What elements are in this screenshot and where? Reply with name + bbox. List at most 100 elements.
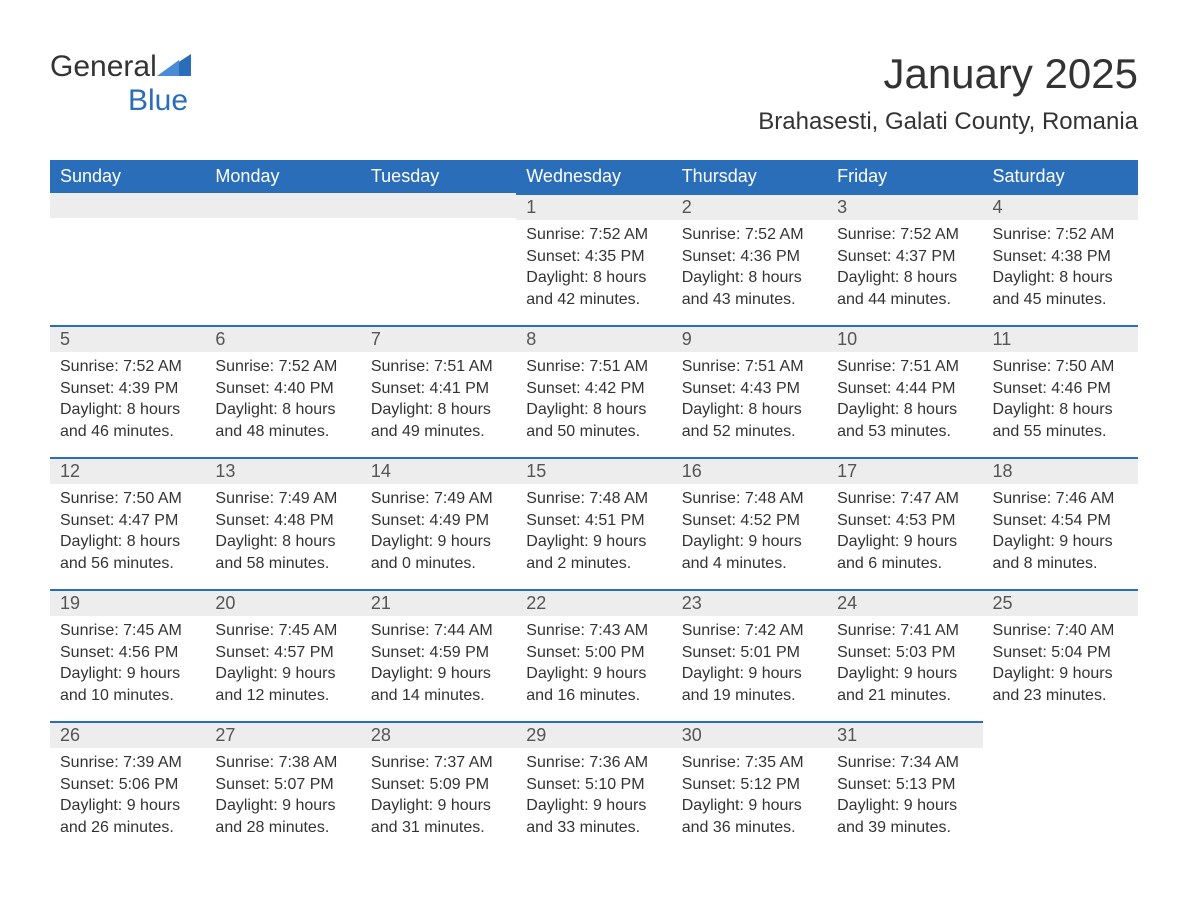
sunset-text: Sunset: 4:36 PM	[682, 246, 817, 268]
daylight-text-2: and 55 minutes.	[993, 421, 1128, 443]
sunrise-text: Sunrise: 7:50 AM	[993, 356, 1128, 378]
daylight-text-2: and 33 minutes.	[526, 817, 661, 839]
day-number: 17	[827, 457, 982, 484]
sunset-text: Sunset: 4:59 PM	[371, 642, 506, 664]
calendar-day-cell	[361, 193, 516, 325]
calendar-day-cell: 1Sunrise: 7:52 AMSunset: 4:35 PMDaylight…	[516, 193, 671, 325]
daylight-text-1: Daylight: 9 hours	[215, 663, 350, 685]
sunrise-text: Sunrise: 7:45 AM	[215, 620, 350, 642]
sunset-text: Sunset: 5:03 PM	[837, 642, 972, 664]
calendar-day-cell: 2Sunrise: 7:52 AMSunset: 4:36 PMDaylight…	[672, 193, 827, 325]
sunrise-text: Sunrise: 7:52 AM	[60, 356, 195, 378]
day-number: 27	[205, 721, 360, 748]
calendar-day-cell: 8Sunrise: 7:51 AMSunset: 4:42 PMDaylight…	[516, 325, 671, 457]
sunrise-text: Sunrise: 7:42 AM	[682, 620, 817, 642]
daylight-text-2: and 4 minutes.	[682, 553, 817, 575]
logo-text-general: General	[50, 50, 157, 83]
day-body: Sunrise: 7:48 AMSunset: 4:52 PMDaylight:…	[672, 484, 827, 582]
day-body: Sunrise: 7:52 AMSunset: 4:35 PMDaylight:…	[516, 220, 671, 318]
daylight-text-1: Daylight: 9 hours	[371, 663, 506, 685]
calendar-day-cell: 10Sunrise: 7:51 AMSunset: 4:44 PMDayligh…	[827, 325, 982, 457]
calendar-week-row: 1Sunrise: 7:52 AMSunset: 4:35 PMDaylight…	[50, 193, 1138, 325]
daylight-text-2: and 46 minutes.	[60, 421, 195, 443]
daylight-text-2: and 36 minutes.	[682, 817, 817, 839]
weekday-header-row: SundayMondayTuesdayWednesdayThursdayFrid…	[50, 160, 1138, 193]
day-number: 14	[361, 457, 516, 484]
daylight-text-1: Daylight: 8 hours	[993, 399, 1128, 421]
sunrise-text: Sunrise: 7:52 AM	[837, 224, 972, 246]
sunrise-text: Sunrise: 7:35 AM	[682, 752, 817, 774]
sunrise-text: Sunrise: 7:48 AM	[682, 488, 817, 510]
daylight-text-2: and 14 minutes.	[371, 685, 506, 707]
month-title: January 2025	[758, 50, 1138, 98]
daylight-text-2: and 19 minutes.	[682, 685, 817, 707]
daylight-text-1: Daylight: 8 hours	[993, 267, 1128, 289]
daylight-text-2: and 49 minutes.	[371, 421, 506, 443]
daylight-text-1: Daylight: 8 hours	[526, 399, 661, 421]
calendar-day-cell	[205, 193, 360, 325]
day-number: 10	[827, 325, 982, 352]
calendar-day-cell: 20Sunrise: 7:45 AMSunset: 4:57 PMDayligh…	[205, 589, 360, 721]
daylight-text-2: and 45 minutes.	[993, 289, 1128, 311]
calendar-week-row: 19 Sunrise: 7:45 AM Sunset: 4:56 PM Dayligh…	[50, 589, 1138, 721]
day-number: 16	[672, 457, 827, 484]
daylight-text-2: and 8 minutes.	[993, 553, 1128, 575]
day-body: Sunrise: 7:45 AMSunset: 4:57 PMDaylight:…	[205, 616, 360, 714]
sunset-text: Sunset: 4:37 PM	[837, 246, 972, 268]
logo-triangle-icon	[157, 54, 191, 76]
day-number: 8	[516, 325, 671, 352]
day-number: 31	[827, 721, 982, 748]
sunset-text: Sunset: 4:57 PM	[215, 642, 350, 664]
daylight-text-1: Daylight: 9 hours	[837, 531, 972, 553]
calendar-day-cell: 24Sunrise: 7:41 AMSunset: 5:03 PMDayligh…	[827, 589, 982, 721]
day-body: Sunrise: 7:38 AMSunset: 5:07 PMDaylight:…	[205, 748, 360, 846]
daylight-text-1: Daylight: 9 hours	[215, 795, 350, 817]
weekday-header: Sunday	[50, 160, 205, 193]
day-number: 5	[50, 325, 205, 352]
daylight-text-2: and 28 minutes.	[215, 817, 350, 839]
day-number: 26	[50, 721, 205, 748]
day-number: 23	[672, 589, 827, 616]
daylight-text-2: and 52 minutes.	[682, 421, 817, 443]
daylight-text-1: Daylight: 9 hours	[526, 531, 661, 553]
sunrise-text: Sunrise: 7:37 AM	[371, 752, 506, 774]
sunset-text: Sunset: 5:06 PM	[60, 774, 195, 796]
sunset-text: Sunset: 4:56 PM	[60, 642, 195, 664]
daylight-text-1: Daylight: 9 hours	[993, 663, 1128, 685]
day-number: 29	[516, 721, 671, 748]
daylight-text-2: and 10 minutes.	[60, 685, 195, 707]
day-body: Sunrise: 7:52 AMSunset: 4:38 PMDaylight:…	[983, 220, 1138, 318]
calendar-day-cell: 21Sunrise: 7:44 AMSunset: 4:59 PMDayligh…	[361, 589, 516, 721]
sunrise-text: Sunrise: 7:41 AM	[837, 620, 972, 642]
sunrise-text: Sunrise: 7:51 AM	[371, 356, 506, 378]
day-number: 20	[205, 589, 360, 616]
calendar-week-row: 26Sunrise: 7:39 AMSunset: 5:06 PMDayligh…	[50, 721, 1138, 853]
day-number: 30	[672, 721, 827, 748]
day-body: Sunrise: 7:51 AMSunset: 4:44 PMDaylight:…	[827, 352, 982, 450]
day-number: 13	[205, 457, 360, 484]
day-body: Sunrise: 7:50 AMSunset: 4:47 PMDaylight:…	[50, 484, 205, 582]
calendar-day-cell: 26Sunrise: 7:39 AMSunset: 5:06 PMDayligh…	[50, 721, 205, 853]
day-number: 19	[50, 589, 205, 616]
daylight-text-2: and 53 minutes.	[837, 421, 972, 443]
calendar-day-cell: 4Sunrise: 7:52 AMSunset: 4:38 PMDaylight…	[983, 193, 1138, 325]
sunset-text: Sunset: 4:54 PM	[993, 510, 1128, 532]
daylight-text-2: and 31 minutes.	[371, 817, 506, 839]
day-body: Sunrise: 7:49 AMSunset: 4:49 PMDaylight:…	[361, 484, 516, 582]
daylight-text-2: and 0 minutes.	[371, 553, 506, 575]
daylight-text-1: Daylight: 9 hours	[993, 531, 1128, 553]
calendar-day-cell: 5Sunrise: 7:52 AMSunset: 4:39 PMDaylight…	[50, 325, 205, 457]
logo-text-blue: Blue	[128, 84, 188, 117]
daylight-text-2: and 21 minutes.	[837, 685, 972, 707]
day-number	[361, 193, 516, 218]
sunrise-text: Sunrise: 7:47 AM	[837, 488, 972, 510]
sunset-text: Sunset: 4:48 PM	[215, 510, 350, 532]
sunset-text: Sunset: 4:40 PM	[215, 378, 350, 400]
sunrise-text: Sunrise: 7:48 AM	[526, 488, 661, 510]
calendar-day-cell: 19Sunrise: 7:45 AMSunset: 4:56 PMDayligh…	[50, 589, 205, 721]
calendar-day-cell: 30Sunrise: 7:35 AMSunset: 5:12 PMDayligh…	[672, 721, 827, 853]
sunrise-text: Sunrise: 7:50 AM	[60, 488, 195, 510]
sunset-text: Sunset: 4:43 PM	[682, 378, 817, 400]
day-number: 4	[983, 193, 1138, 220]
sunset-text: Sunset: 4:38 PM	[993, 246, 1128, 268]
